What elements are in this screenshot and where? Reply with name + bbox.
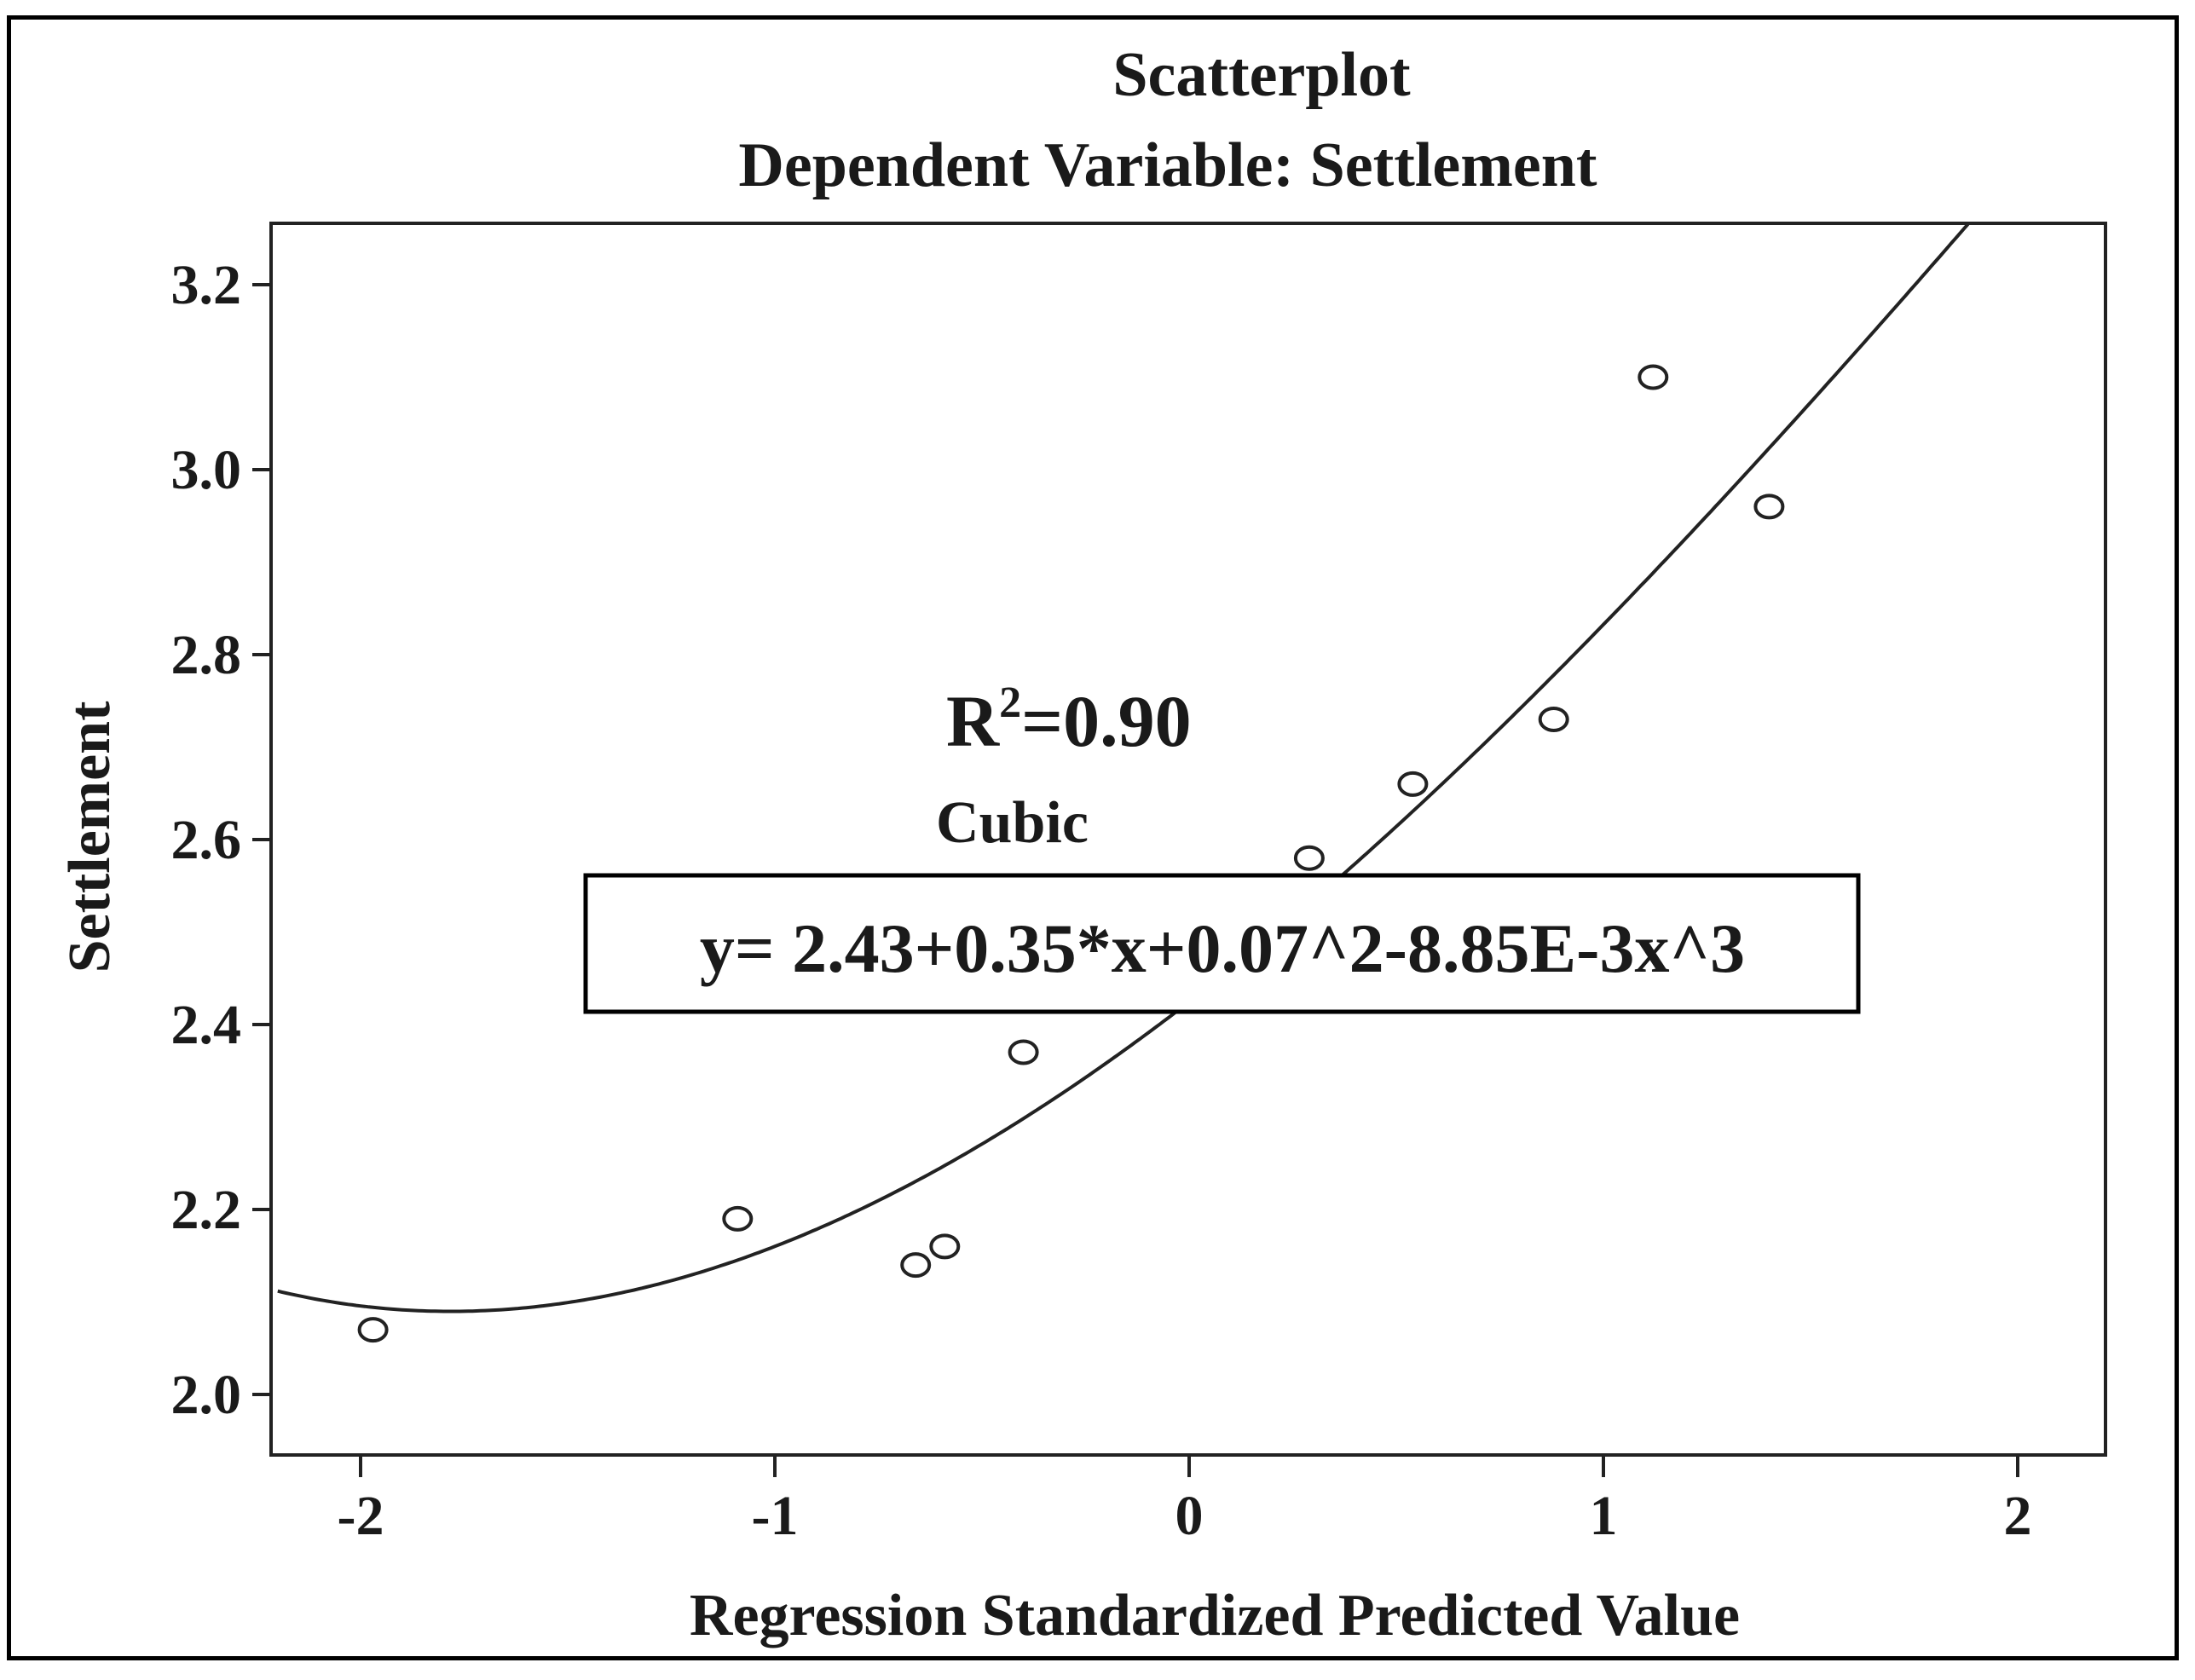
y-tick-label: 2.8 (171, 624, 242, 686)
x-tick-label: 2 (2004, 1485, 2032, 1547)
r-squared-value: =0.90 (1021, 680, 1192, 762)
chart-subtitle: Dependent Variable: Settlement (738, 130, 1597, 200)
x-tick-label: 1 (1590, 1485, 1618, 1547)
data-point (1008, 1039, 1039, 1065)
r-squared-label: R2=0.90 (946, 678, 1192, 762)
x-tick-label: -2 (338, 1485, 384, 1547)
y-tick-label: 2.4 (171, 994, 242, 1056)
y-tick-label: 2.0 (171, 1364, 242, 1426)
y-tick-label: 3.0 (171, 439, 242, 501)
x-tick-label: -1 (752, 1485, 799, 1547)
data-point (929, 1233, 961, 1260)
equation-text: y= 2.43+0.35*x+0.07^2-8.85E-3x^3 (700, 909, 1745, 987)
chart-frame (7, 15, 2179, 1660)
plot-area (269, 222, 2107, 1457)
data-point (722, 1205, 754, 1232)
r-squared-superscript: 2 (999, 678, 1021, 727)
data-point (1293, 845, 1325, 871)
data-point (357, 1317, 389, 1343)
y-tick-label: 3.2 (171, 254, 242, 316)
y-axis-label: Settlement (57, 701, 123, 973)
chart-title: Scatterplot (1112, 40, 1411, 110)
model-type-label: Cubic (936, 790, 1089, 856)
x-axis: -2 -1 0 1 2 (338, 1455, 2032, 1547)
data-points (357, 364, 1785, 1343)
data-point (1638, 364, 1669, 390)
data-point (1753, 494, 1785, 520)
x-tick-label: 0 (1175, 1485, 1204, 1547)
data-point (1397, 771, 1429, 797)
r-squared-base: R (946, 680, 1000, 762)
x-axis-label: Regression Standardized Predicted Value (690, 1583, 1740, 1648)
y-tick-label: 2.2 (171, 1179, 242, 1241)
y-tick-label: 2.6 (171, 809, 242, 871)
data-point (900, 1252, 932, 1279)
equation-box (583, 873, 1861, 1014)
y-axis: 2.0 2.2 2.4 2.6 2.8 3.0 3.2 (171, 254, 271, 1426)
data-point (1538, 707, 1569, 732)
cubic-fit-line (277, 222, 1970, 1313)
